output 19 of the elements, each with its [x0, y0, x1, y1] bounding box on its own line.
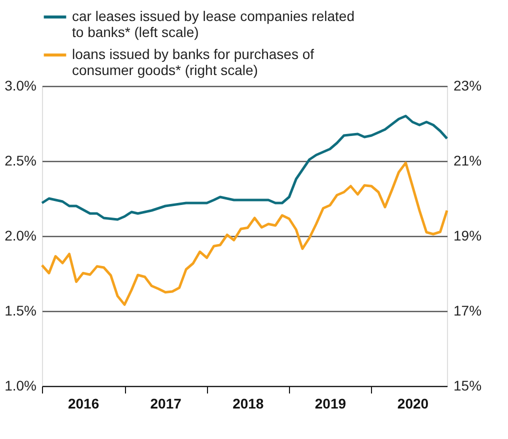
- x-tick-label: 2020: [397, 396, 429, 412]
- x-tick-label: 2016: [68, 396, 100, 412]
- y-tick-label: 1.0%: [4, 378, 36, 394]
- y-tick-label: 2.5%: [4, 152, 36, 168]
- legend-label: car leases issued by lease companies related to banks* (left scale): [72, 8, 354, 40]
- line-series: [40, 162, 448, 306]
- x-tick-label: 2019: [314, 396, 346, 412]
- y-tick-label: 3.0%: [4, 78, 36, 94]
- y-tick-label: 2.0%: [4, 228, 36, 244]
- y-tick-label: 1.5%: [4, 302, 36, 318]
- x-tick-label: 2017: [150, 396, 182, 412]
- line-series: [40, 114, 448, 221]
- legend-label: loans issued by banks for purchases of consumer goods* (right scale): [72, 46, 314, 78]
- y2-tick-label: 15%: [454, 378, 482, 394]
- x-tick-label: 2018: [232, 396, 264, 412]
- y2-tick-label: 23%: [454, 78, 482, 94]
- y2-tick-label: 19%: [454, 228, 482, 244]
- y2-tick-label: 17%: [454, 302, 482, 318]
- y2-tick-label: 21%: [454, 152, 482, 168]
